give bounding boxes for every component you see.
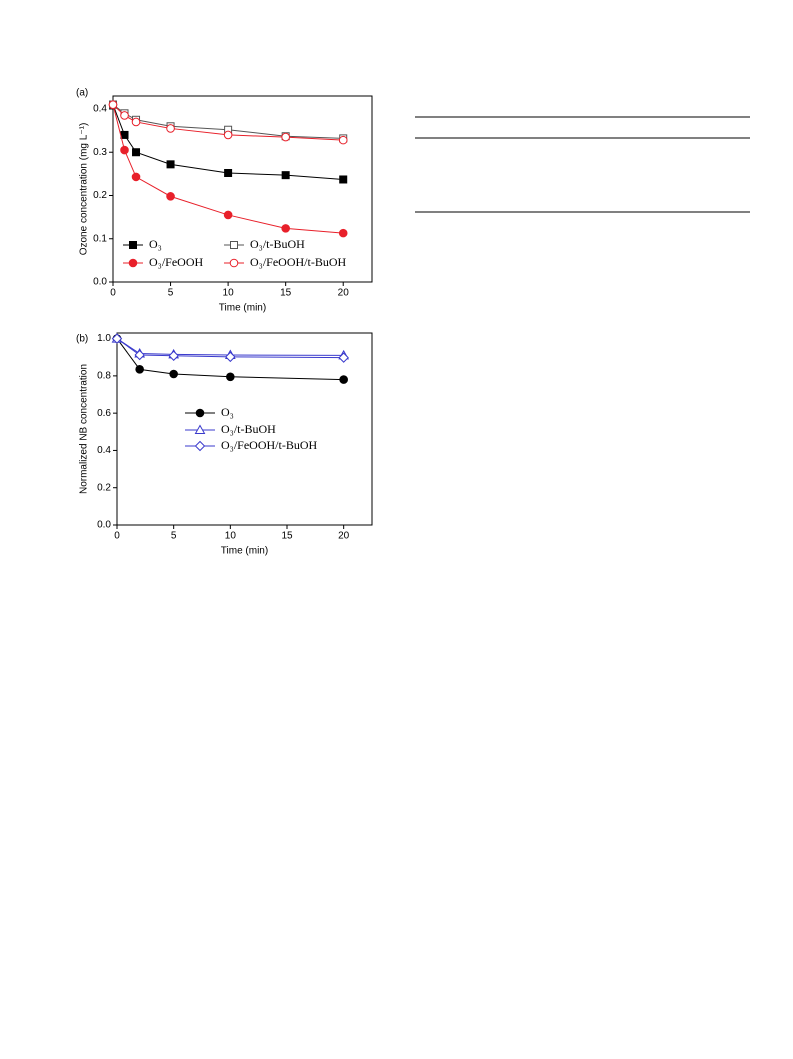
marker	[108, 100, 118, 109]
y-tick-label: 1.0	[97, 333, 111, 344]
x-tick-label: 0	[114, 531, 120, 542]
marker	[338, 352, 349, 363]
marker	[338, 228, 348, 238]
y-axis-label: Ozone concentration (mg L⁻¹)	[79, 123, 90, 256]
legend-label: O₃	[149, 237, 162, 251]
marker	[281, 132, 290, 142]
y-tick-label: 0.0	[93, 277, 107, 288]
marker	[166, 160, 175, 169]
legend-marker	[194, 424, 206, 434]
marker	[169, 369, 178, 379]
x-tick-label: 5	[171, 531, 177, 542]
marker	[131, 172, 141, 182]
marker	[223, 210, 233, 220]
x-tick-label: 10	[223, 288, 235, 299]
x-tick-label: 15	[280, 288, 292, 299]
y-tick-label: 0.3	[93, 147, 107, 158]
y-axis-label: Normalized NB concentration	[79, 364, 90, 494]
marker	[134, 349, 145, 361]
marker	[339, 175, 348, 184]
x-tick-label: 15	[281, 531, 293, 542]
marker	[132, 148, 141, 157]
x-tick-label: 0	[110, 288, 116, 299]
legend-marker	[194, 440, 206, 452]
y-tick-label: 0.2	[93, 190, 107, 201]
marker	[166, 192, 175, 201]
marker	[111, 333, 123, 344]
marker	[224, 168, 233, 177]
y-tick-label: 0.6	[97, 408, 111, 419]
marker	[338, 135, 348, 145]
legend-marker	[128, 258, 138, 268]
x-tick-label: 20	[338, 531, 350, 542]
y-tick-label: 0.0	[97, 520, 111, 531]
marker	[135, 365, 144, 374]
marker	[223, 130, 233, 140]
marker	[281, 224, 290, 233]
legend-label: O₃/FeOOH	[149, 255, 204, 269]
legend-label: O₃	[221, 405, 234, 419]
marker	[120, 145, 129, 155]
marker	[168, 350, 179, 361]
y-tick-label: 0.1	[93, 233, 107, 244]
legend-label: O₃/t-BuOH	[221, 422, 276, 436]
y-tick-label: 0.2	[97, 482, 111, 493]
legend-marker	[129, 241, 137, 249]
series-line	[112, 104, 344, 180]
marker	[281, 171, 290, 180]
legend-marker	[195, 408, 205, 418]
legend-label: O₃/FeOOH/t-BuOH	[250, 255, 347, 269]
marker	[166, 124, 175, 133]
x-tick-label: 10	[225, 531, 237, 542]
legend-label: O₃/t-BuOH	[250, 237, 305, 251]
y-tick-label: 0.4	[93, 104, 107, 115]
marker	[225, 351, 236, 363]
marker	[226, 372, 235, 382]
x-axis-label: Time (min)	[219, 303, 266, 314]
plot-frame	[116, 332, 373, 526]
y-tick-label: 0.8	[97, 371, 111, 382]
marker	[131, 117, 141, 127]
panel-label: (a)	[76, 88, 88, 99]
x-tick-label: 20	[338, 288, 350, 299]
panel-label: (b)	[76, 334, 88, 345]
y-tick-label: 0.4	[97, 445, 111, 456]
legend-marker	[229, 258, 239, 268]
marker	[120, 111, 129, 120]
marker	[120, 130, 129, 139]
x-tick-label: 5	[168, 288, 174, 299]
legend-label: O₃/FeOOH/t-BuOH	[221, 438, 318, 452]
legend-marker	[230, 241, 238, 249]
plot-frame	[112, 95, 373, 283]
x-axis-label: Time (min)	[221, 546, 268, 557]
marker	[339, 375, 348, 384]
